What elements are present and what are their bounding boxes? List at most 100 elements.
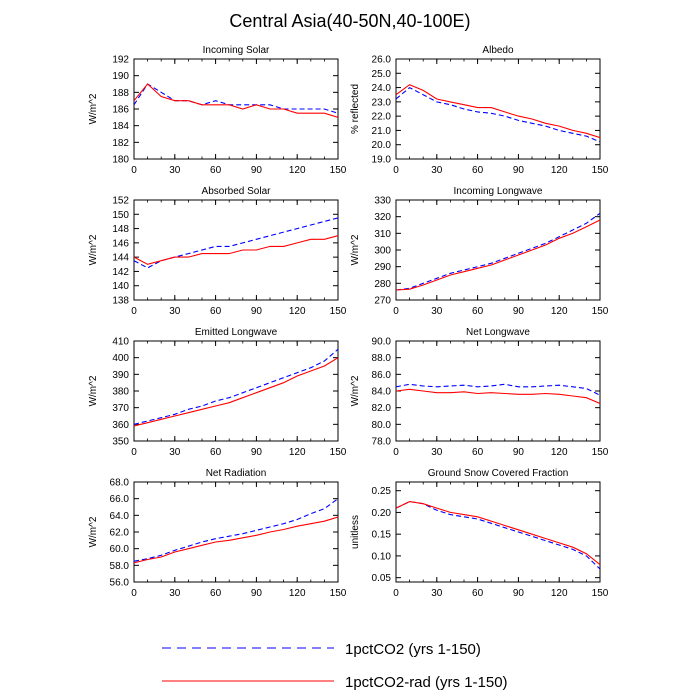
y-axis-label-emitted-longwave: W/m^2: [88, 375, 99, 406]
panel-title-absorbed-solar: Absorbed Solar: [202, 186, 272, 197]
panel-title-ground-snow-covered-fraction: Ground Snow Covered Fraction: [428, 468, 569, 479]
series-line-1pctco2-net-radiation: [134, 498, 338, 562]
y-tick-label-absorbed-solar: 152: [112, 196, 129, 207]
panel-title-net-radiation: Net Radiation: [206, 468, 267, 479]
x-tick-label-net-longwave: 120: [551, 447, 568, 458]
y-tick-label-absorbed-solar: 140: [112, 281, 129, 292]
x-tick-label-ground-snow-covered-fraction: 120: [551, 588, 568, 599]
legend-label-1pctco2-rad: 1pctCO2-rad (yrs 1-150): [345, 674, 508, 691]
series-line-1pctco2-incoming-longwave: [396, 212, 600, 291]
series-line-1pctco2-emitted-longwave: [134, 348, 338, 425]
y-axis-label-incoming-longwave: W/m^2: [350, 234, 361, 265]
x-tick-label-absorbed-solar: 150: [330, 306, 347, 317]
series-line-1pctco2-ground-snow-covered-fraction: [396, 501, 600, 570]
y-tick-label-incoming-longwave: 320: [374, 212, 391, 223]
y-tick-label-net-longwave: 82.0: [372, 403, 392, 414]
y-axis-label-net-radiation: W/m^2: [88, 516, 99, 547]
x-tick-label-emitted-longwave: 30: [169, 447, 181, 458]
y-tick-label-incoming-solar: 184: [112, 121, 129, 132]
plot-frame-albedo: [395, 58, 601, 160]
y-tick-label-ground-snow-covered-fraction: 0.25: [372, 486, 392, 497]
x-tick-label-net-radiation: 90: [251, 588, 263, 599]
figure-title: Central Asia(40-50N,40-100E): [229, 11, 470, 31]
panel-title-net-longwave: Net Longwave: [466, 327, 530, 338]
y-tick-label-absorbed-solar: 150: [112, 210, 129, 221]
x-tick-label-absorbed-solar: 90: [251, 306, 263, 317]
x-tick-label-albedo: 90: [513, 165, 525, 176]
panel-emitted-longwave: Emitted Longwave W/m^2 0 30 60 90 120 150 350 360…: [88, 327, 347, 458]
series-line-1pctco2-incoming-solar: [134, 83, 338, 114]
panel-incoming-longwave: Incoming Longwave W/m^2 0 30 60 90 120 150 270 28…: [350, 186, 609, 317]
x-tick-label-ground-snow-covered-fraction: 150: [592, 588, 609, 599]
x-tick-label-ground-snow-covered-fraction: 60: [472, 588, 484, 599]
x-tick-label-emitted-longwave: 120: [289, 447, 306, 458]
x-tick-label-net-radiation: 150: [330, 588, 347, 599]
x-tick-label-incoming-longwave: 120: [551, 306, 568, 317]
y-tick-label-albedo: 25.0: [372, 69, 392, 80]
x-tick-label-emitted-longwave: 90: [251, 447, 263, 458]
x-tick-label-absorbed-solar: 120: [289, 306, 306, 317]
y-tick-label-incoming-solar: 182: [112, 138, 129, 149]
y-tick-label-incoming-longwave: 290: [374, 262, 391, 273]
y-tick-label-incoming-solar: 190: [112, 71, 129, 82]
panel-net-longwave: Net Longwave W/m^2 0 30 60 90 120 150 78.0 80.0 82…: [350, 327, 609, 458]
x-tick-label-emitted-longwave: 0: [131, 447, 137, 458]
y-tick-label-net-radiation: 64.0: [110, 511, 130, 522]
x-tick-label-incoming-longwave: 60: [472, 306, 484, 317]
y-tick-label-net-longwave: 78.0: [372, 437, 392, 448]
x-tick-label-incoming-longwave: 0: [393, 306, 399, 317]
x-tick-label-incoming-longwave: 150: [592, 306, 609, 317]
x-tick-label-net-longwave: 150: [592, 447, 609, 458]
y-tick-label-ground-snow-covered-fraction: 0.15: [372, 530, 392, 541]
series-line-1pctco2-rad-absorbed-solar: [134, 235, 338, 265]
series-line-1pctco2-rad-incoming-solar: [134, 83, 338, 118]
x-tick-label-incoming-longwave: 30: [431, 306, 443, 317]
x-tick-label-net-radiation: 0: [131, 588, 137, 599]
y-tick-label-emitted-longwave: 410: [112, 337, 129, 348]
y-tick-label-incoming-longwave: 270: [374, 296, 391, 307]
y-tick-label-absorbed-solar: 148: [112, 224, 129, 235]
x-tick-label-incoming-solar: 90: [251, 165, 263, 176]
series-line-1pctco2-rad-net-radiation: [134, 516, 338, 564]
y-tick-label-net-radiation: 58.0: [110, 561, 130, 572]
y-tick-label-incoming-longwave: 300: [374, 246, 391, 257]
x-tick-label-albedo: 0: [393, 165, 399, 176]
y-tick-label-emitted-longwave: 380: [112, 387, 129, 398]
x-tick-label-ground-snow-covered-fraction: 0: [393, 588, 399, 599]
y-tick-label-net-radiation: 56.0: [110, 578, 130, 589]
y-tick-label-emitted-longwave: 370: [112, 403, 129, 414]
x-tick-label-absorbed-solar: 30: [169, 306, 181, 317]
series-line-1pctco2-albedo: [396, 86, 600, 143]
x-tick-label-net-longwave: 60: [472, 447, 484, 458]
y-tick-label-ground-snow-covered-fraction: 0.20: [372, 508, 392, 519]
panel-net-radiation: Net Radiation W/m^2 0 30 60 90 120 150 56.0 58.0 6…: [88, 468, 347, 599]
x-tick-label-albedo: 120: [551, 165, 568, 176]
y-tick-label-ground-snow-covered-fraction: 0.05: [372, 573, 392, 584]
y-tick-label-incoming-solar: 186: [112, 105, 129, 116]
series-line-1pctco2-rad-albedo: [396, 84, 600, 139]
y-tick-label-albedo: 24.0: [372, 83, 392, 94]
y-tick-label-incoming-solar: 188: [112, 88, 129, 99]
x-tick-label-ground-snow-covered-fraction: 90: [513, 588, 525, 599]
y-tick-label-albedo: 20.0: [372, 140, 392, 151]
y-tick-label-albedo: 26.0: [372, 55, 392, 66]
y-tick-label-emitted-longwave: 390: [112, 370, 129, 381]
y-tick-label-net-longwave: 86.0: [372, 370, 392, 381]
series-line-1pctco2-net-longwave: [396, 383, 600, 396]
x-tick-label-incoming-solar: 0: [131, 165, 137, 176]
y-tick-label-incoming-solar: 180: [112, 155, 129, 166]
panel-ground-snow-covered-fraction: Ground Snow Covered Fraction unitless 0 30 6…: [350, 468, 609, 599]
y-tick-label-net-longwave: 80.0: [372, 420, 392, 431]
legend-label-1pctco2: 1pctCO2 (yrs 1-150): [345, 641, 481, 658]
y-tick-label-net-radiation: 62.0: [110, 528, 130, 539]
y-tick-label-absorbed-solar: 146: [112, 238, 129, 249]
panel-absorbed-solar: Absorbed Solar W/m^2 0 30 60 90 120 150 138 140 14…: [88, 186, 347, 317]
y-tick-label-incoming-longwave: 330: [374, 196, 391, 207]
x-tick-label-incoming-solar: 30: [169, 165, 181, 176]
x-tick-label-net-radiation: 60: [210, 588, 222, 599]
panel-title-emitted-longwave: Emitted Longwave: [195, 327, 278, 338]
panel-grid: Incoming Solar W/m^2 0 30 60 90 120 150 180 182 18…: [88, 45, 609, 599]
y-tick-label-net-longwave: 90.0: [372, 337, 392, 348]
panel-albedo: Albedo % reflected 0 30 60 90 120 150 19.0 20.0 21…: [350, 45, 609, 176]
